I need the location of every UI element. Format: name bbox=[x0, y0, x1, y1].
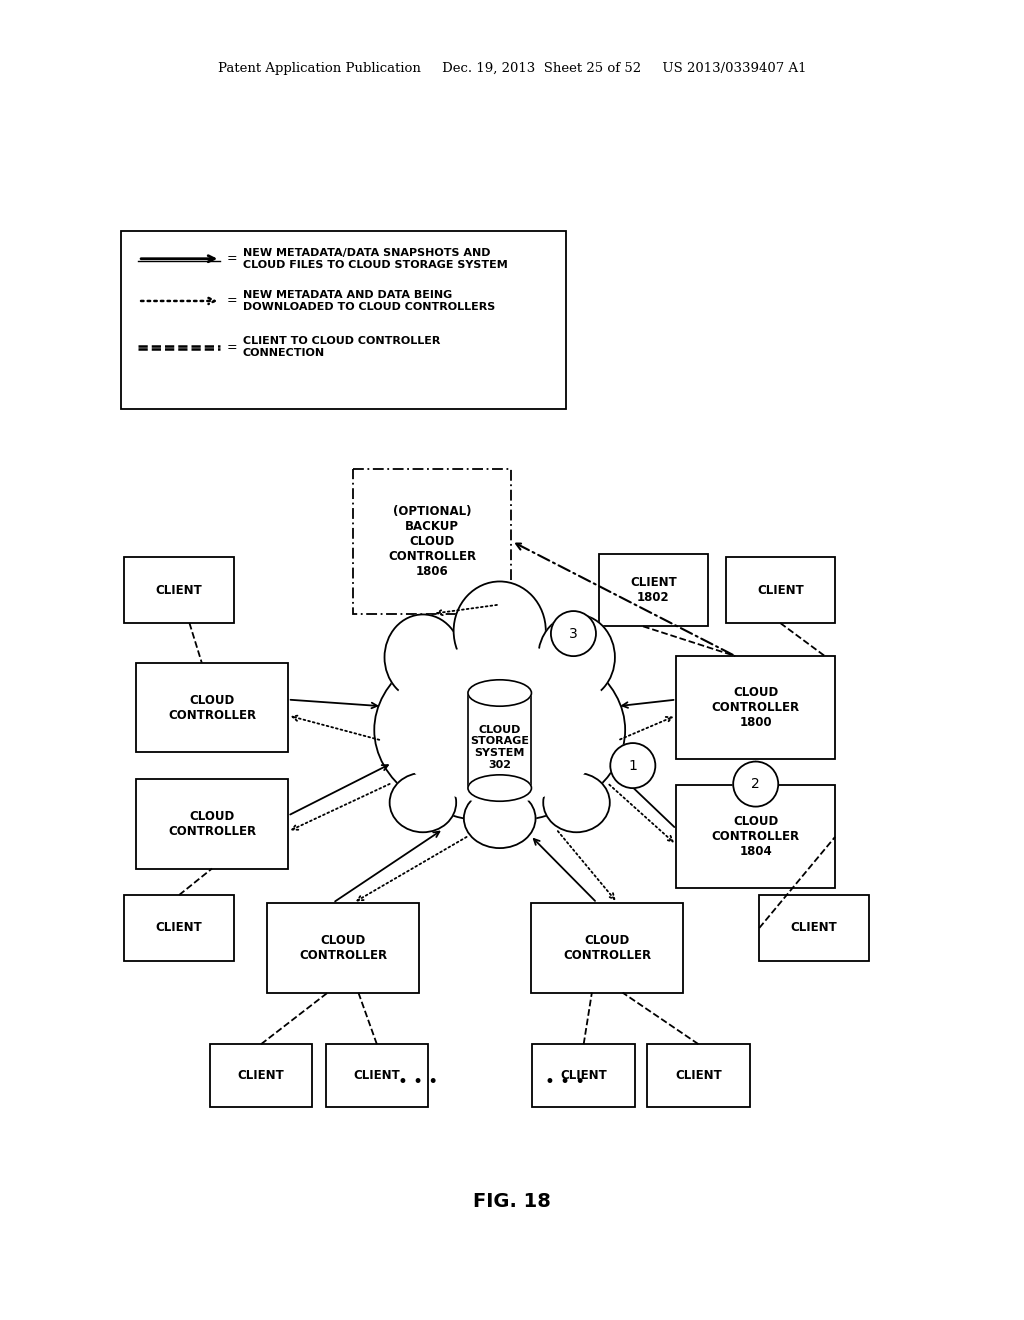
Text: 3: 3 bbox=[569, 627, 578, 640]
Circle shape bbox=[610, 743, 655, 788]
Bar bbox=[136, 779, 288, 869]
Text: CLOUD
CONTROLLER: CLOUD CONTROLLER bbox=[168, 693, 256, 722]
Text: CLOUD
CONTROLLER: CLOUD CONTROLLER bbox=[299, 933, 387, 962]
Text: =: = bbox=[226, 294, 237, 308]
Text: CLIENT
1802: CLIENT 1802 bbox=[630, 576, 677, 605]
Bar bbox=[676, 785, 836, 888]
Text: CLIENT TO CLOUD CONTROLLER
CONNECTION: CLIENT TO CLOUD CONTROLLER CONNECTION bbox=[243, 337, 440, 358]
Text: CLOUD
CONTROLLER: CLOUD CONTROLLER bbox=[563, 933, 651, 962]
Text: CLIENT: CLIENT bbox=[675, 1069, 722, 1082]
Bar bbox=[598, 554, 709, 627]
Ellipse shape bbox=[402, 684, 597, 803]
Bar bbox=[468, 693, 531, 788]
Text: 2: 2 bbox=[752, 777, 760, 791]
Bar bbox=[760, 895, 868, 961]
Bar bbox=[121, 231, 566, 409]
Ellipse shape bbox=[539, 615, 614, 701]
Text: • • •: • • • bbox=[545, 1073, 586, 1092]
Text: CLIENT: CLIENT bbox=[757, 583, 804, 597]
Circle shape bbox=[551, 611, 596, 656]
Ellipse shape bbox=[468, 775, 531, 801]
Text: NEW METADATA AND DATA BEING
DOWNLOADED TO CLOUD CONTROLLERS: NEW METADATA AND DATA BEING DOWNLOADED T… bbox=[243, 290, 495, 312]
Text: • • •: • • • bbox=[397, 1073, 438, 1092]
Bar bbox=[647, 1044, 750, 1107]
Bar bbox=[210, 1044, 312, 1107]
Text: CLIENT: CLIENT bbox=[560, 1069, 607, 1082]
Text: 1: 1 bbox=[629, 759, 637, 772]
Text: CLIENT: CLIENT bbox=[156, 583, 203, 597]
Ellipse shape bbox=[385, 615, 461, 701]
Text: CLOUD
CONTROLLER
1804: CLOUD CONTROLLER 1804 bbox=[712, 816, 800, 858]
Bar bbox=[125, 557, 233, 623]
Ellipse shape bbox=[468, 680, 531, 706]
Text: =: = bbox=[226, 252, 237, 265]
Text: CLIENT: CLIENT bbox=[238, 1069, 285, 1082]
Text: CLOUD
CONTROLLER: CLOUD CONTROLLER bbox=[168, 809, 256, 838]
Ellipse shape bbox=[389, 774, 457, 833]
Bar bbox=[267, 903, 419, 993]
Text: NEW METADATA/DATA SNAPSHOTS AND
CLOUD FILES TO CLOUD STORAGE SYSTEM: NEW METADATA/DATA SNAPSHOTS AND CLOUD FI… bbox=[243, 248, 508, 269]
Text: CLIENT: CLIENT bbox=[353, 1069, 400, 1082]
Ellipse shape bbox=[375, 638, 625, 822]
Text: CLIENT: CLIENT bbox=[791, 921, 838, 935]
Bar bbox=[136, 663, 288, 752]
Ellipse shape bbox=[392, 644, 607, 789]
Text: CLOUD
STORAGE
SYSTEM
302: CLOUD STORAGE SYSTEM 302 bbox=[470, 725, 529, 770]
Bar bbox=[725, 557, 836, 623]
Bar bbox=[676, 656, 836, 759]
Ellipse shape bbox=[454, 581, 546, 681]
Text: CLIENT: CLIENT bbox=[156, 921, 203, 935]
Bar bbox=[326, 1044, 428, 1107]
Bar bbox=[125, 895, 233, 961]
Bar bbox=[352, 469, 511, 614]
Text: FIG. 18: FIG. 18 bbox=[473, 1192, 551, 1210]
Text: (OPTIONAL)
BACKUP
CLOUD
CONTROLLER
1806: (OPTIONAL) BACKUP CLOUD CONTROLLER 1806 bbox=[388, 504, 476, 578]
Ellipse shape bbox=[464, 789, 536, 849]
Text: Patent Application Publication     Dec. 19, 2013  Sheet 25 of 52     US 2013/033: Patent Application Publication Dec. 19, … bbox=[218, 62, 806, 75]
Ellipse shape bbox=[543, 774, 609, 833]
Bar bbox=[532, 1044, 635, 1107]
Bar bbox=[531, 903, 683, 993]
Circle shape bbox=[733, 762, 778, 807]
Text: =: = bbox=[226, 341, 237, 354]
Text: CLOUD
CONTROLLER
1800: CLOUD CONTROLLER 1800 bbox=[712, 686, 800, 729]
